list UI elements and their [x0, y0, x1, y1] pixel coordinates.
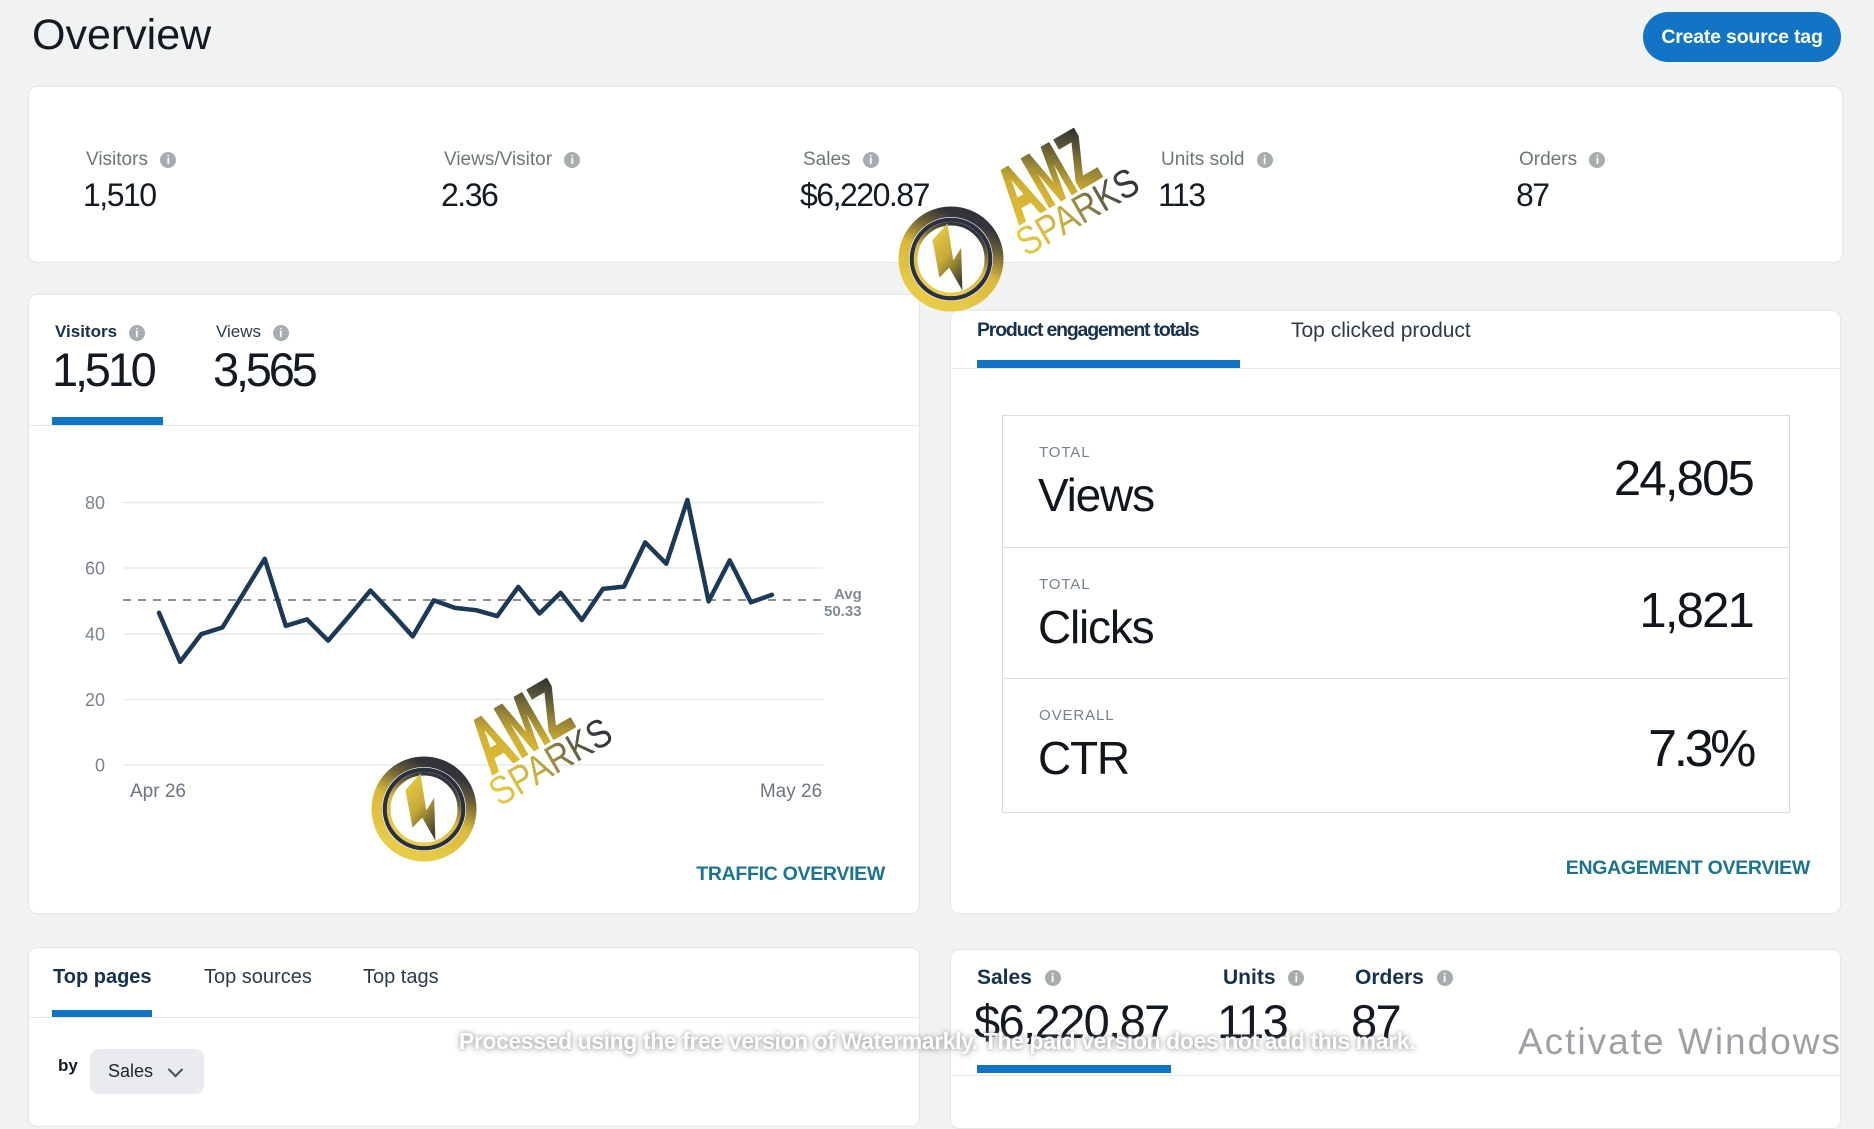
svg-text:Avg: Avg [834, 586, 862, 603]
svg-text:40: 40 [85, 625, 105, 645]
svg-text:50.33: 50.33 [824, 603, 862, 620]
svg-text:0: 0 [95, 756, 105, 776]
svg-text:60: 60 [85, 559, 105, 579]
svg-text:80: 80 [85, 493, 105, 513]
svg-text:20: 20 [85, 690, 105, 710]
svg-text:May 26: May 26 [760, 781, 822, 802]
svg-text:Apr 26: Apr 26 [130, 781, 186, 802]
